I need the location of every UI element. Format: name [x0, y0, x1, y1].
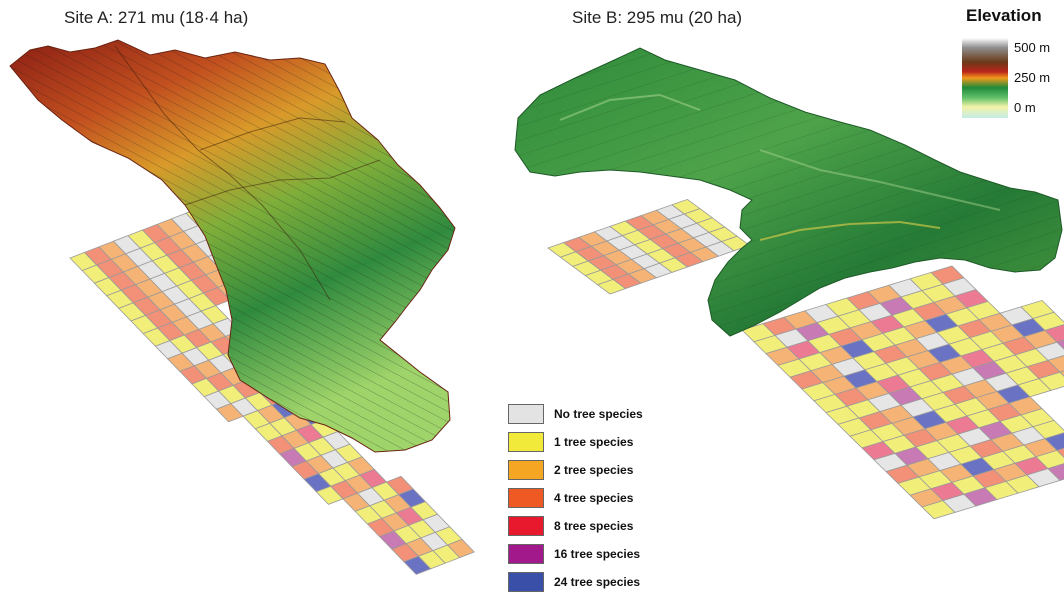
- legend-label: 8 tree species: [554, 519, 634, 533]
- legend-item-1-species: 1 tree species: [508, 432, 708, 454]
- elevation-color-ramp: [962, 38, 1008, 118]
- legend-item-8-species: 8 tree species: [508, 516, 708, 538]
- grid-cell: [1056, 339, 1064, 350]
- elevation-label-mid: 250 m: [1014, 70, 1051, 85]
- grid-cell: [1047, 463, 1064, 481]
- elevation-label-high: 500 m: [1014, 40, 1051, 55]
- grid-cell: [1059, 370, 1064, 377]
- legend-item-16-species: 16 tree species: [508, 544, 708, 566]
- elevation-legend-title: Elevation: [966, 6, 1042, 25]
- grid-cell: [446, 538, 475, 559]
- site-a-title: Site A: 271 mu (18·4 ha): [64, 8, 249, 27]
- legend-item-24-species: 24 tree species: [508, 572, 708, 594]
- legend-item-2-species: 2 tree species: [508, 460, 708, 482]
- legend-label: No tree species: [554, 407, 643, 421]
- grid-cell: [1038, 371, 1064, 391]
- legend-label: 16 tree species: [554, 547, 641, 561]
- site-b-title: Site B: 295 mu (20 ha): [572, 8, 743, 27]
- grid-cell: [1044, 432, 1064, 451]
- legend-swatch: [508, 488, 544, 508]
- legend-label: 4 tree species: [554, 491, 634, 505]
- site-a-terrain: [9, 39, 456, 453]
- grid-cell: [1035, 449, 1064, 470]
- site-b-terrain: [514, 47, 1063, 337]
- legend-label: 2 tree species: [554, 463, 634, 477]
- legend-swatch: [508, 432, 544, 452]
- legend-swatch: [508, 572, 544, 592]
- legend-item-4-species: 4 tree species: [508, 488, 708, 510]
- legend-item-0-species: No tree species: [508, 404, 708, 426]
- legend-swatch: [508, 544, 544, 564]
- grid-cell: [1056, 447, 1064, 458]
- elevation-label-low: 0 m: [1014, 100, 1036, 115]
- legend-label: 24 tree species: [554, 575, 641, 589]
- grid-cell: [1035, 341, 1064, 361]
- grid-cell: [1047, 355, 1064, 373]
- site-b-species-grid: [547, 198, 1064, 520]
- grid-cell: [1032, 311, 1064, 331]
- legend-swatch: [508, 404, 544, 424]
- legend-swatch: [508, 516, 544, 536]
- grid-cell: [1032, 419, 1064, 440]
- grid-cell: [1044, 324, 1064, 343]
- legend-label: 1 tree species: [554, 435, 634, 449]
- legend-swatch: [508, 460, 544, 480]
